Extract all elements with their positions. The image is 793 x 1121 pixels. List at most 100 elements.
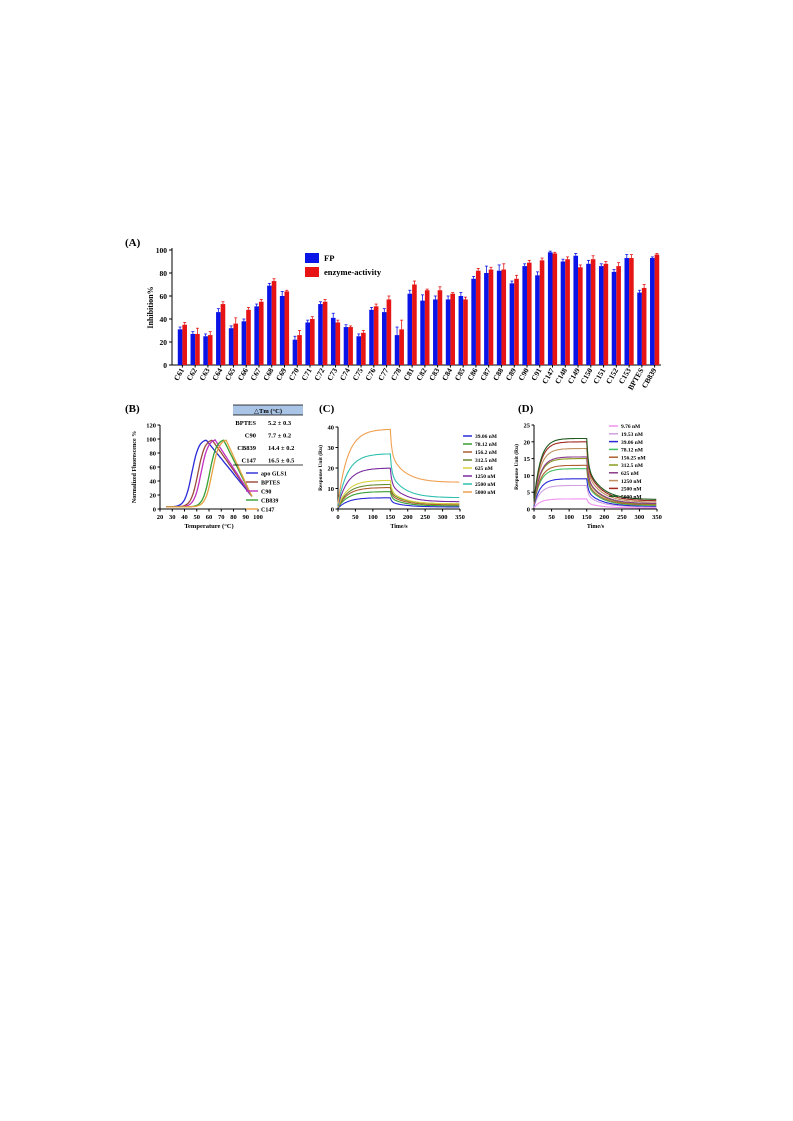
- bar-fp: [381, 312, 387, 365]
- bar-fp: [522, 266, 527, 365]
- sensorgram-curve: [337, 497, 460, 509]
- x-tick-label: 150: [582, 514, 592, 521]
- y-tick-label: 20: [524, 439, 531, 446]
- legend-label: 312.5 nM: [475, 458, 498, 464]
- sensorgram-curve: [337, 428, 460, 504]
- sensorgram-curve: [533, 484, 657, 508]
- legend-label: enzyme-activity: [324, 267, 382, 277]
- sensorgram-curve: [533, 458, 657, 505]
- bar-fp: [305, 322, 311, 365]
- x-tick-label: 80: [230, 514, 237, 521]
- bar-fp: [292, 339, 298, 365]
- x-tick-label: 70: [218, 514, 225, 521]
- legend-label: C90: [261, 490, 271, 496]
- panel-label-b: (B): [125, 403, 140, 415]
- legend-label: BPTES: [261, 481, 281, 487]
- bar-fp: [241, 321, 247, 365]
- bar-fp: [496, 270, 502, 365]
- sensorgram-curve: [337, 467, 460, 507]
- y-tick-label: 40: [150, 479, 157, 486]
- table-row-name: C147: [242, 458, 257, 465]
- bar-fp: [330, 317, 336, 365]
- bar-enzyme: [488, 269, 494, 365]
- y-tick-label: 100: [146, 437, 156, 444]
- bar-fp: [445, 299, 451, 365]
- table-row-value: 14.4 ± 0.2: [268, 445, 294, 452]
- bar-fp: [471, 278, 476, 365]
- panel-label-d: (D): [518, 403, 534, 415]
- legend-label: 625 nM: [475, 466, 494, 472]
- bar-fp: [228, 328, 234, 365]
- x-axis-label: Time/s: [390, 524, 408, 530]
- sensorgram-curve: [337, 487, 460, 508]
- table-row-name: CB839: [237, 445, 257, 452]
- bar-enzyme: [565, 259, 570, 365]
- bar-enzyme: [616, 266, 621, 365]
- bar-fp: [433, 299, 438, 365]
- bar-enzyme: [641, 287, 647, 365]
- y-tick-label: 0: [527, 507, 530, 514]
- y-tick-label: 30: [328, 445, 335, 452]
- bar-enzyme: [450, 293, 456, 365]
- x-tick-label: C73: [325, 366, 339, 382]
- bar-enzyme: [424, 290, 430, 365]
- x-tick-label: C86: [465, 366, 479, 382]
- table-header-bg: [233, 405, 303, 415]
- bar-enzyme: [590, 259, 596, 365]
- y-tick-label: 80: [150, 451, 157, 458]
- x-tick-label: 200: [599, 514, 609, 521]
- y-tick-label: 60: [150, 465, 157, 472]
- x-tick-label: 30: [169, 514, 176, 521]
- bar-enzyme: [578, 267, 583, 365]
- bar-fp: [407, 293, 413, 365]
- y-tick-label: 15: [524, 456, 531, 463]
- bar-enzyme: [514, 278, 519, 365]
- bar-fp: [177, 329, 183, 365]
- bar-enzyme: [271, 281, 277, 365]
- bar-enzyme: [412, 284, 417, 365]
- bar-fp: [560, 261, 566, 365]
- table-row-value: 7.7 ± 0.2: [268, 433, 291, 440]
- x-tick-label: C71: [299, 366, 313, 382]
- bar-enzyme: [526, 262, 532, 365]
- chart-c: 0 10 20 30 40 0 50 100 150 200 250 300 350 Time/s Resp…: [317, 425, 498, 531]
- bar-enzyme: [361, 332, 366, 365]
- x-tick-label: 0: [532, 514, 535, 521]
- bar-enzyme: [233, 323, 239, 365]
- bar-enzyme: [539, 260, 545, 365]
- x-tick-label: C63: [197, 366, 211, 382]
- legend-label: 156.2 nM: [475, 450, 498, 456]
- x-tick-label: C72: [312, 366, 326, 382]
- bar-enzyme: [258, 301, 264, 365]
- y-tick-label: 25: [524, 423, 531, 430]
- x-tick-label: C83: [427, 366, 441, 382]
- bar-fp: [535, 275, 540, 365]
- x-tick-label: C75: [351, 366, 365, 382]
- bar-enzyme: [246, 309, 251, 365]
- bar-enzyme: [475, 270, 481, 365]
- bar-enzyme: [310, 319, 315, 365]
- bar-fp: [203, 336, 208, 365]
- x-tick-label: 40: [181, 514, 188, 521]
- y-axis-label: Inhibition%: [146, 286, 155, 328]
- x-axis-label: Time/s: [587, 524, 605, 530]
- legend-swatch: [305, 253, 319, 263]
- sensorgram-curve: [533, 478, 657, 507]
- x-tick-label: C89: [504, 366, 518, 382]
- bar-fp: [356, 336, 362, 365]
- sensorgram-curve: [533, 456, 657, 504]
- bar-enzyme: [220, 304, 226, 365]
- bar-enzyme: [463, 299, 468, 365]
- bar-fp: [586, 263, 591, 365]
- curve-apo-gls1: [166, 439, 253, 508]
- table-row-name: C90: [245, 433, 256, 440]
- bar-enzyme: [437, 290, 443, 365]
- x-tick-label: 0: [336, 514, 339, 521]
- x-tick-label: C68: [261, 366, 275, 382]
- x-tick-label: C85: [453, 366, 467, 382]
- x-tick-label: C87: [478, 366, 492, 382]
- x-tick-label: 350: [455, 514, 465, 521]
- legend-label: 19.53 nM: [621, 432, 644, 438]
- x-tick-label: 60: [206, 514, 213, 521]
